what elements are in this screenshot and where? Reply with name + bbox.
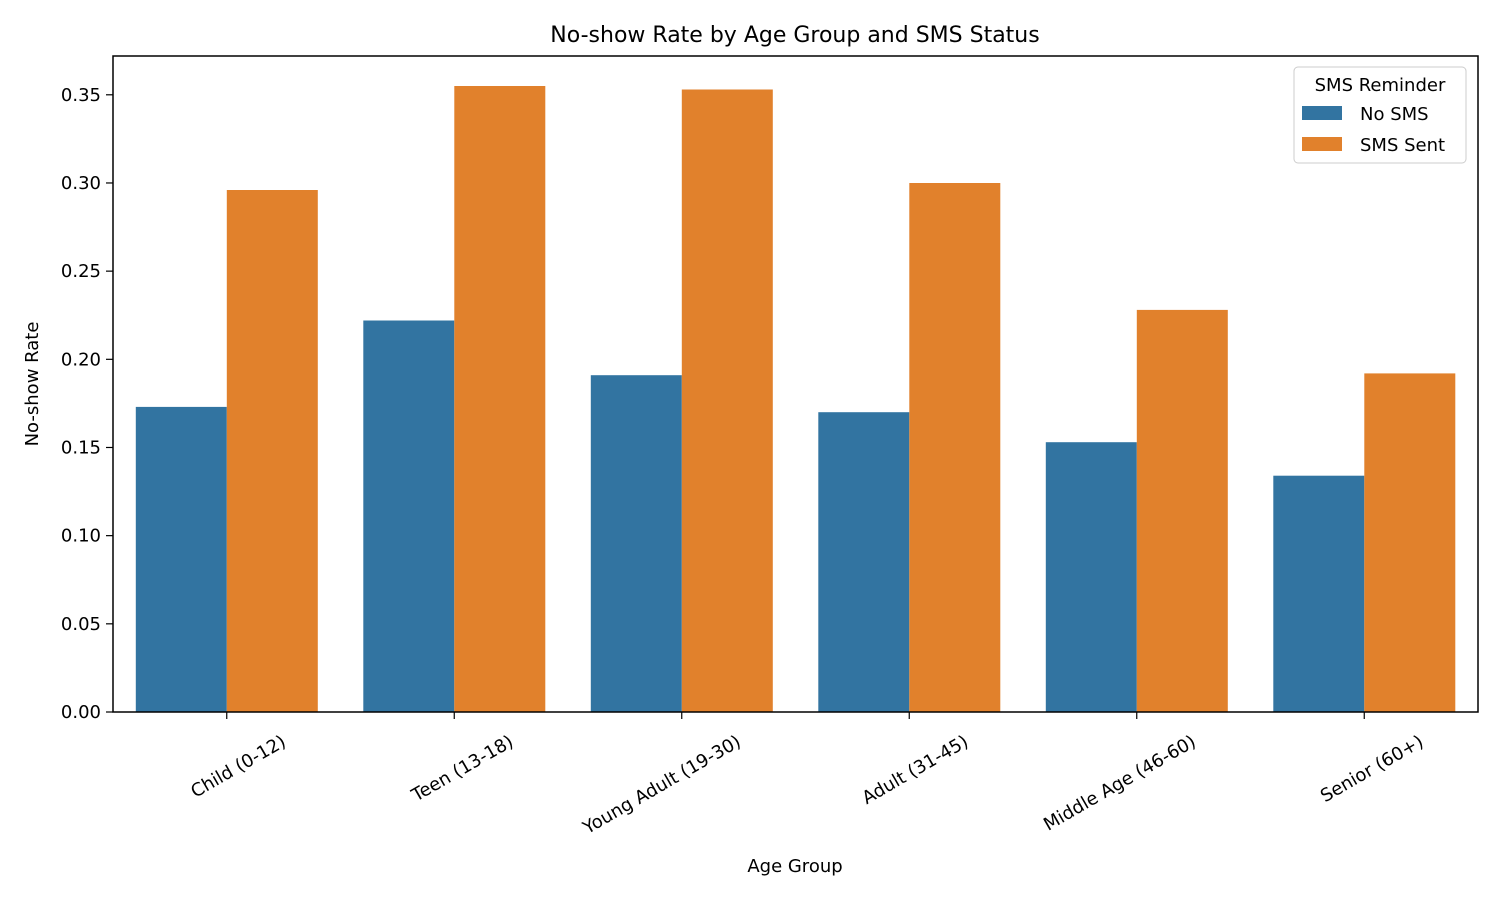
x-axis-title: Age Group [747, 856, 842, 877]
legend-label-sms-sent: SMS Sent [1360, 135, 1445, 156]
y-tick-label: 0.15 [61, 437, 101, 458]
plot-frame [112, 55, 1479, 713]
bar-no-sms-3 [818, 412, 910, 712]
legend-swatch-sms-sent [1302, 137, 1342, 151]
bar-sms-sent-1 [454, 86, 546, 712]
y-tick-label: 0.10 [61, 526, 101, 547]
y-tick-label: 0.25 [61, 261, 101, 282]
legend-swatch-no-sms [1302, 106, 1342, 120]
legend: SMS Reminder No SMS SMS Sent [1293, 66, 1467, 164]
x-ticks-group: Child (0-12) Teen (13-18) Young Adult (19-… [187, 712, 1427, 839]
bars-group [135, 86, 1456, 712]
y-ticks-group: 0.00 0.05 0.10 0.15 0.20 0.25 0.30 0.35 [61, 85, 113, 723]
chart-title: No-show Rate by Age Group and SMS Status [550, 23, 1039, 48]
bar-sms-sent-2 [681, 89, 773, 712]
bar-sms-sent-0 [226, 190, 318, 712]
bar-sms-sent-3 [909, 183, 1001, 712]
legend-title: SMS Reminder [1315, 75, 1446, 96]
bar-no-sms-4 [1045, 442, 1137, 712]
x-tick-label: Child (0-12) [187, 731, 289, 802]
x-tick-label: Young Adult (19-30) [579, 731, 745, 839]
y-tick-label: 0.30 [61, 173, 101, 194]
bar-sms-sent-4 [1136, 309, 1228, 712]
bar-no-sms-1 [363, 320, 455, 712]
y-tick-label: 0.35 [61, 85, 101, 106]
x-tick-label: Middle Age (46-60) [1040, 731, 1200, 835]
bar-no-sms-5 [1273, 475, 1365, 712]
x-tick-label: Senior (60+) [1317, 731, 1427, 807]
x-tick-label: Teen (13-18) [407, 731, 517, 806]
y-axis-title: No-show Rate [22, 322, 43, 447]
legend-label-no-sms: No SMS [1360, 104, 1429, 125]
bar-sms-sent-5 [1364, 373, 1456, 712]
bar-no-sms-0 [135, 406, 227, 712]
x-tick-label: Adult (31-45) [859, 731, 973, 809]
y-tick-label: 0.05 [61, 614, 101, 635]
bar-no-sms-2 [590, 375, 682, 712]
y-tick-label: 0.00 [61, 702, 101, 723]
y-tick-label: 0.20 [61, 349, 101, 370]
